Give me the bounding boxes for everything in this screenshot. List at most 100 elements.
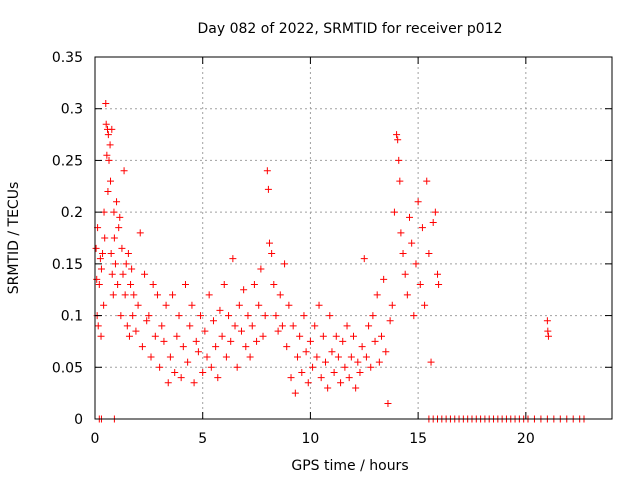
x-tick-label: 10 [302, 431, 320, 447]
data-point [109, 291, 117, 299]
data-point [227, 337, 235, 345]
data-point [337, 379, 345, 387]
data-point [250, 281, 258, 289]
data-point [94, 322, 102, 330]
x-tick-label: 5 [198, 431, 207, 447]
data-point [414, 198, 422, 206]
data-point [120, 167, 128, 175]
data-point [114, 281, 122, 289]
data-point [113, 198, 121, 206]
data-point [246, 353, 254, 361]
data-point [306, 337, 314, 345]
data-point [175, 312, 183, 320]
data-point [122, 260, 130, 268]
data-point [125, 332, 133, 340]
data-point [396, 177, 404, 185]
y-tick-label: 0.3 [61, 102, 83, 118]
data-point [147, 353, 155, 361]
data-point [107, 250, 115, 258]
data-point [188, 301, 196, 309]
data-point [403, 291, 411, 299]
data-point [102, 100, 110, 108]
data-point [418, 224, 426, 232]
data-point [265, 239, 273, 247]
data-point [237, 327, 245, 335]
data-point [255, 301, 263, 309]
data-point [104, 187, 112, 195]
data-point [177, 374, 185, 382]
x-axis-label: GPS time / hours [291, 458, 408, 474]
data-point [321, 358, 329, 366]
data-point [293, 353, 301, 361]
data-point [319, 332, 327, 340]
data-point [118, 244, 126, 252]
data-point [132, 327, 140, 335]
data-point [107, 177, 115, 185]
data-point [360, 255, 368, 263]
data-point [162, 301, 170, 309]
data-point [343, 322, 351, 330]
data-point [339, 337, 347, 345]
data-point [209, 317, 217, 325]
data-point [197, 312, 205, 320]
data-point [380, 275, 388, 283]
data-point [263, 167, 271, 175]
data-point [145, 312, 153, 320]
data-point [110, 208, 118, 216]
data-point [365, 322, 373, 330]
data-point [401, 270, 409, 278]
data-point [181, 281, 189, 289]
data-point [138, 343, 146, 351]
data-point [103, 151, 111, 159]
x-tick-label: 15 [409, 431, 427, 447]
data-point [104, 131, 112, 139]
y-tick-label: 0.1 [61, 309, 83, 325]
data-point [330, 368, 338, 376]
data-point [102, 120, 110, 128]
data-point [393, 131, 401, 139]
data-point [285, 301, 293, 309]
data-point [220, 281, 228, 289]
data-point [358, 343, 366, 351]
data-point [544, 332, 552, 340]
data-point [283, 343, 291, 351]
data-point [229, 255, 237, 263]
data-point [434, 270, 442, 278]
data-point [410, 312, 418, 320]
data-point [105, 156, 113, 164]
data-point [264, 185, 272, 193]
data-point [276, 291, 284, 299]
data-point [190, 379, 198, 387]
data-point [347, 353, 355, 361]
data-point [92, 244, 100, 252]
data-point [388, 301, 396, 309]
data-point [406, 213, 414, 221]
grid-lines [95, 57, 612, 419]
data-point [272, 312, 280, 320]
data-point [203, 353, 211, 361]
data-point [298, 368, 306, 376]
data-point [304, 379, 312, 387]
data-point [317, 374, 325, 382]
chart-title: Day 082 of 2022, SRMTID for receiver p01… [197, 21, 502, 37]
data-point [427, 358, 435, 366]
data-point [235, 301, 243, 309]
data-point [110, 234, 118, 242]
data-point [108, 270, 116, 278]
data-point [350, 332, 357, 340]
data-point [257, 265, 265, 273]
data-point [425, 250, 433, 258]
data-point [115, 224, 123, 232]
y-tick-label: 0.2 [61, 205, 83, 221]
data-point [124, 250, 132, 258]
data-point [233, 363, 241, 371]
data-point [153, 291, 161, 299]
data-point [274, 327, 282, 335]
data-point [225, 312, 233, 320]
data-point [119, 270, 127, 278]
data-point [231, 322, 239, 330]
data-point [300, 312, 308, 320]
y-tick-label: 0 [74, 412, 83, 428]
data-point [397, 229, 405, 237]
y-tick-label: 0.05 [52, 360, 83, 376]
